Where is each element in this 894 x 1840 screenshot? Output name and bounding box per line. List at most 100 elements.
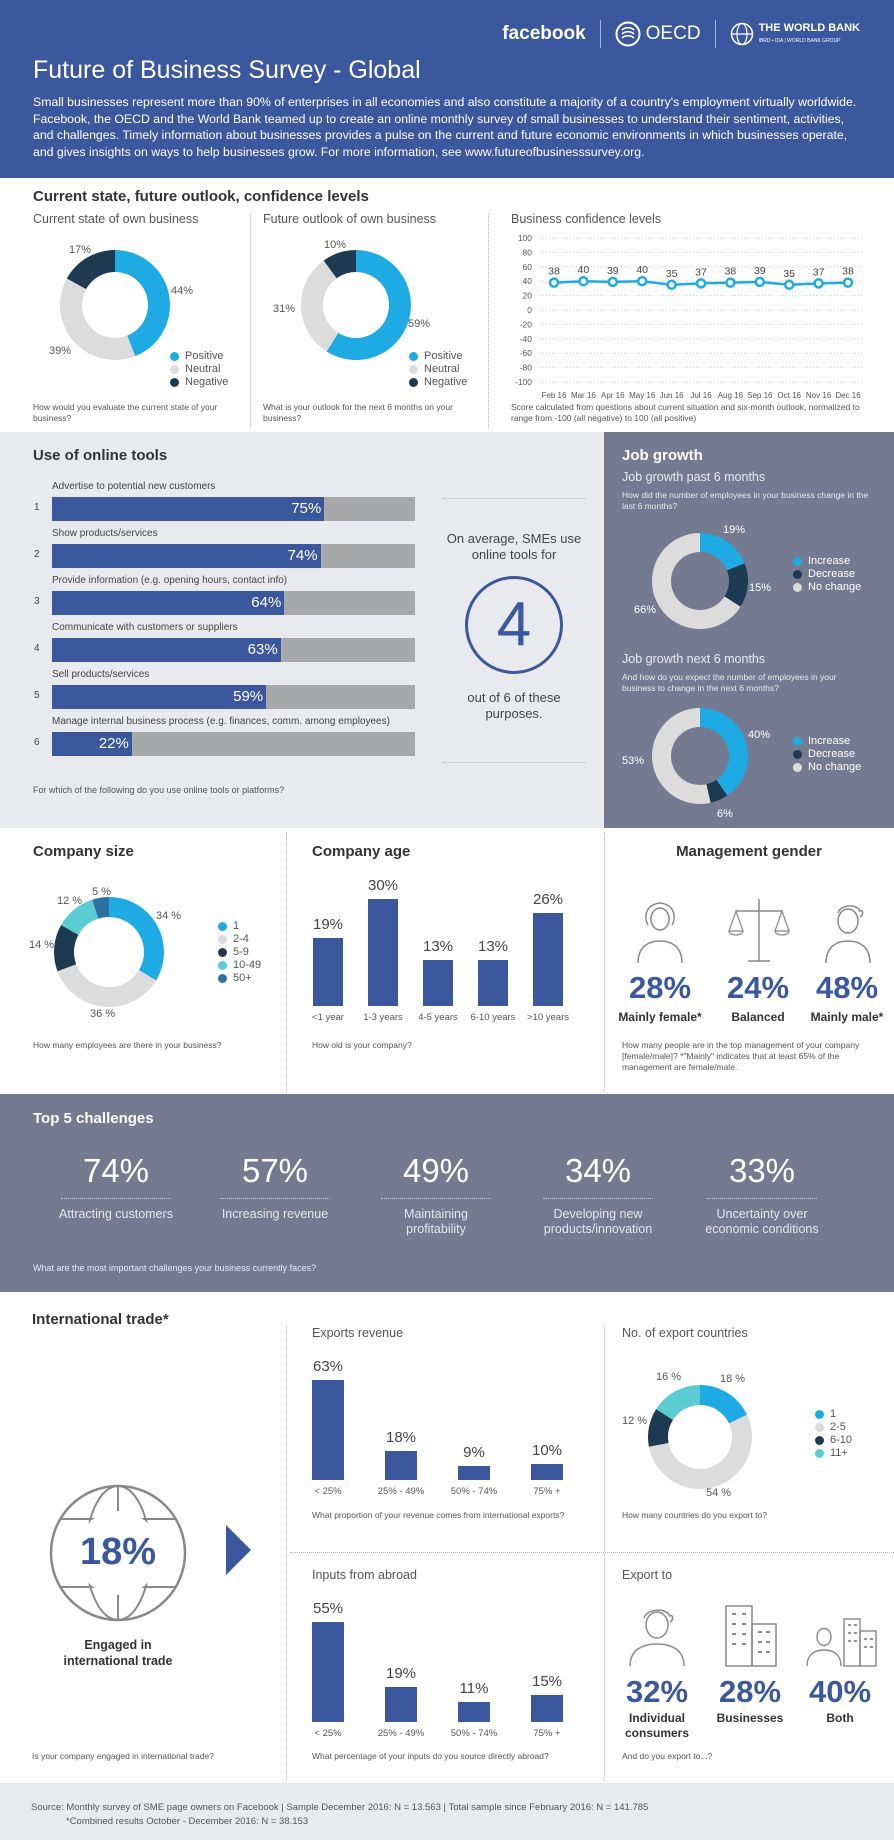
data-label: 40: [578, 264, 590, 276]
challenge-item: 33% Uncertainty over economic conditions: [699, 1152, 825, 1237]
online-tools-question: For which of the following do you use on…: [33, 785, 285, 795]
donut-slice: [61, 899, 99, 935]
donut-slice: [326, 250, 411, 360]
challenges-panel: [0, 1094, 894, 1292]
bar-value-label: 13%: [477, 937, 509, 955]
export-countries-question: How many countries do you export to?: [622, 1510, 768, 1520]
legend-swatch: [793, 750, 802, 759]
countries-label-2-5: 54 %: [706, 1487, 732, 1499]
donut-slice: [700, 708, 748, 796]
tool-number: 5: [34, 690, 40, 701]
legend-swatch: [815, 1423, 824, 1432]
tool-bar-fill: 22%: [52, 732, 132, 756]
challenge-label: Attracting customers: [59, 1207, 173, 1221]
x-tick-label: May 16: [629, 391, 656, 400]
tool-bar-track: 22%: [52, 732, 415, 756]
female-icon: [637, 902, 683, 964]
x-axis-label: 1-3 years: [363, 1012, 403, 1023]
legend-label: 6-10: [830, 1434, 853, 1446]
inputs-abroad-title: Inputs from abroad: [312, 1568, 417, 1582]
job-next-donut: [652, 708, 748, 804]
challenge-value: 34%: [564, 1152, 632, 1189]
export-countries-title: No. of export countries: [622, 1326, 748, 1340]
tool-bar-track: 64%: [52, 591, 415, 615]
legend-label: 50+: [233, 972, 252, 984]
job-next-question: And how do you expect the number of empl…: [622, 672, 837, 693]
footer-note: *Combined results October - December 201…: [66, 1816, 309, 1827]
facebook-logo: facebook: [502, 23, 586, 44]
legend-item: 1: [815, 1408, 852, 1421]
challenge-value: 74%: [82, 1152, 150, 1189]
x-axis-label: < 25%: [314, 1728, 342, 1739]
data-point: [783, 279, 795, 291]
divider-line: [290, 1552, 894, 1553]
job-growth-panel: [604, 432, 894, 828]
data-label: 35: [666, 268, 678, 280]
job-next-increase-label: 40%: [748, 729, 771, 741]
challenge-item: 34% Developing new products/innovation: [535, 1152, 661, 1237]
average-number-circle: 4: [465, 576, 563, 674]
average-text-bottom: out of 6 of these purposes.: [467, 690, 561, 721]
export-businesses-label: Businesses: [716, 1711, 784, 1725]
y-tick-label: -80: [520, 363, 533, 373]
donut-slice: [60, 278, 136, 360]
legend-label: Positive: [424, 350, 463, 362]
job-past-increase-label: 19%: [723, 524, 746, 536]
bar-value-label: 18%: [385, 1429, 417, 1447]
bar-value-label: 19%: [312, 916, 344, 934]
y-tick-label: 40: [523, 276, 533, 286]
future-positive-label: 59%: [408, 318, 431, 330]
legend-swatch: [815, 1449, 824, 1458]
legend-item: No change: [793, 761, 861, 774]
legend-swatch: [793, 763, 802, 772]
data-label: 37: [695, 266, 707, 278]
legend-label: 5-9: [233, 946, 249, 958]
tool-bar-fill: 59%: [52, 685, 267, 709]
x-axis-label: 25% - 49%: [377, 1486, 425, 1497]
bar: [533, 913, 563, 1006]
donut-slice: [92, 897, 109, 919]
challenges-question: What are the most important challenges y…: [33, 1263, 317, 1273]
export-both-value: 40%: [808, 1674, 872, 1709]
donut-slice: [115, 250, 170, 357]
online-tools-title: Use of online tools: [33, 447, 168, 464]
x-axis-label: 25% - 49%: [377, 1728, 425, 1739]
x-tick-label: Apr 16: [601, 391, 625, 400]
legend-swatch: [170, 378, 179, 387]
challenge-value: 57%: [241, 1152, 309, 1189]
legend-label: Neutral: [424, 363, 460, 375]
legend-swatch: [218, 922, 227, 931]
legend-swatch: [409, 352, 418, 361]
legend-item: Neutral: [409, 363, 467, 376]
bar: [368, 899, 398, 1006]
challenges-title: Top 5 challenges: [33, 1110, 154, 1127]
data-point: [695, 278, 707, 289]
export-businesses-value: 28%: [718, 1674, 782, 1709]
legend-item: Decrease: [793, 568, 861, 581]
business-building-icon: [725, 1605, 777, 1667]
future-legend: Positive Neutral Negative: [409, 350, 467, 389]
confidence-title: Business confidence levels: [511, 212, 662, 226]
donut-slice: [57, 964, 157, 1007]
legend-swatch: [218, 948, 227, 957]
y-tick-label: 100: [518, 233, 532, 243]
y-tick-label: 60: [523, 262, 533, 272]
x-axis-label: 75% +: [533, 1728, 561, 1739]
data-point: [754, 276, 766, 288]
state-section-title: Current state, future outlook, confidenc…: [33, 188, 369, 205]
data-point: [725, 277, 736, 288]
bar: [312, 1622, 344, 1722]
donut-slice: [700, 533, 745, 571]
challenge-label: Increasing revenue: [221, 1207, 329, 1221]
oecd-logo-text: OECD: [645, 23, 701, 44]
size-label-2-4: 36 %: [90, 1008, 116, 1020]
company-size-question: How many employees are there in your bus…: [33, 1040, 222, 1050]
legend-swatch: [815, 1410, 824, 1419]
balance-scale-icon: [728, 899, 790, 962]
y-tick-label: 80: [523, 247, 533, 257]
challenge-label: Uncertainty over economic conditions: [705, 1207, 819, 1236]
tool-bar-track: 63%: [52, 638, 415, 662]
bar-value-label: 19%: [385, 1665, 417, 1683]
legend-item: Positive: [409, 350, 467, 363]
tool-number: 4: [34, 643, 40, 654]
